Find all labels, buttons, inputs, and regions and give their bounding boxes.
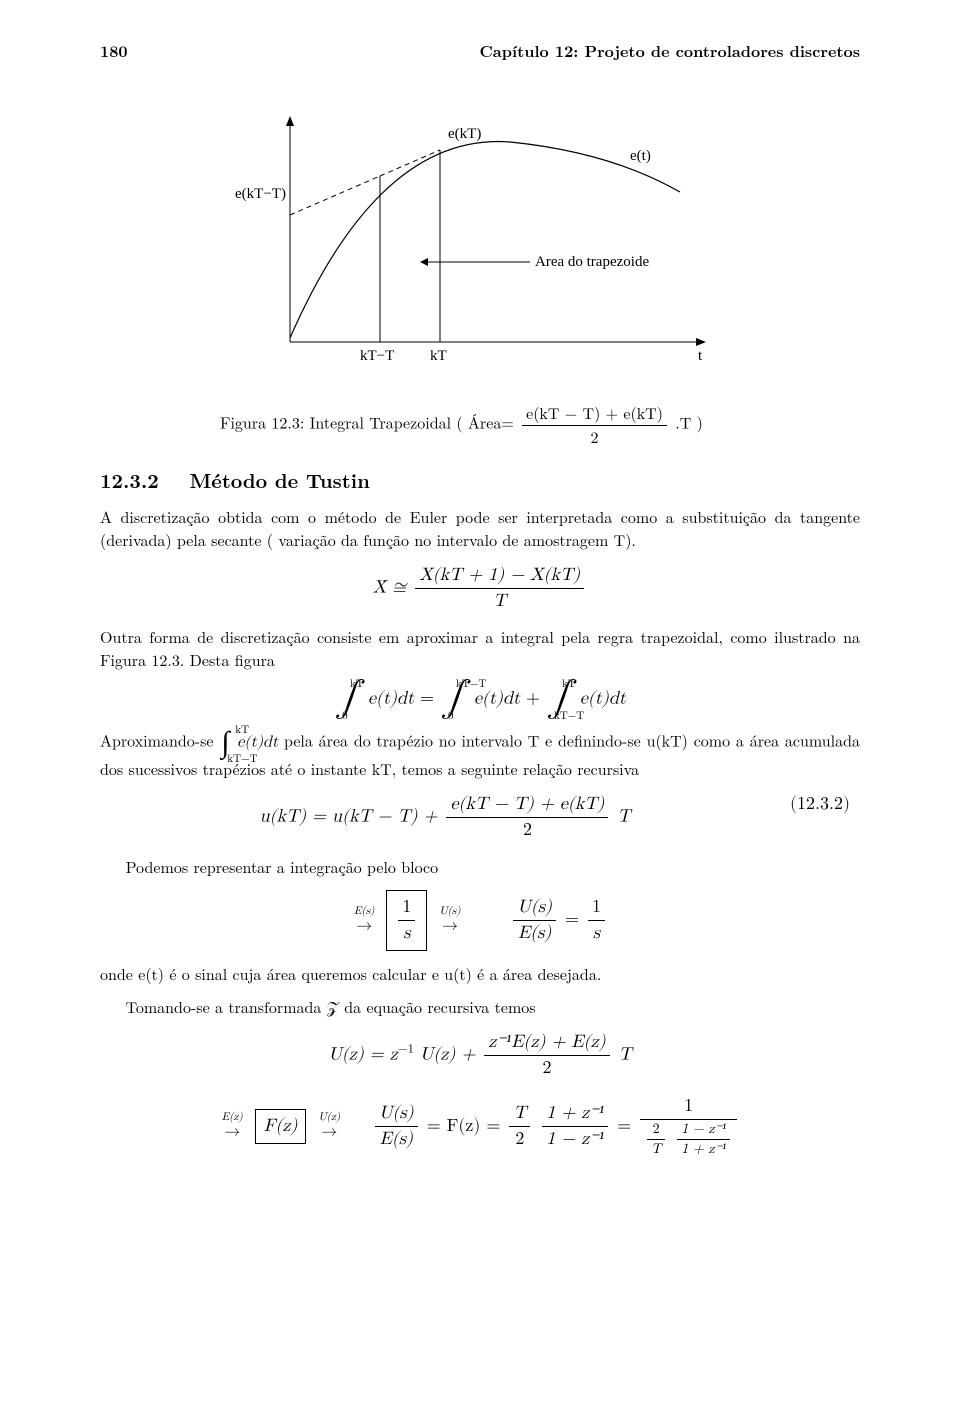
figure-caption: Figura 12.3: Integral Trapezoidal ( Área…: [220, 402, 860, 448]
paragraph-4: Podemos representar a integração pelo bl…: [100, 856, 860, 878]
paragraph-6: Tomando-se a transformada 𝒵 da equação r…: [100, 996, 860, 1018]
block-diagram-2: E(z) → F(z) U(z) → U(s) E(s) = F(z) = T …: [100, 1094, 860, 1160]
paragraph-1: A discretização obtida com o método de E…: [100, 506, 860, 551]
eq-Uz-frac: z⁻¹E(z) + E(z) 2: [484, 1030, 609, 1081]
section-heading: 12.3.2 Método de Tustin: [100, 466, 860, 494]
ratio-UE-2: U(s) E(s): [375, 1101, 418, 1152]
ratio-1s: 1 s: [588, 895, 605, 946]
page-number: 180: [100, 40, 128, 62]
eq-rec-frac: e(kT − T) + e(kT) 2: [446, 792, 608, 843]
ratio-UE: U(s) E(s): [513, 895, 556, 946]
xaxis-t: t: [698, 348, 703, 364]
eq-sign: =: [565, 911, 585, 929]
eq-Fz-eq: = F(z) =: [427, 1117, 507, 1135]
eq-xdot-frac: X(kT + 1) − X(kT) T: [415, 563, 584, 614]
figure-trapezoid: e(kT) e(kT−T) e(t) Area do trapezoide kT…: [230, 102, 730, 382]
int-equals: =: [420, 690, 440, 708]
eq-Uz-lhs: U(z) = z: [328, 1046, 397, 1064]
paragraph-5: onde e(t) é o sinal cuja área queremos c…: [100, 963, 860, 985]
arrow-out-2: U(z) →: [318, 1110, 340, 1144]
arrow-in-1: E(s) →: [354, 904, 374, 938]
paragraph-3: Aproximando-se kT ∫ kT−T e(t)dt pela áre…: [100, 728, 860, 780]
eq-rec-den: 2: [446, 818, 608, 843]
eq-number: (12.3.2): [790, 792, 850, 817]
eq-recursive: u(kT) = u(kT − T) + e(kT − T) + e(kT) 2 …: [100, 792, 860, 843]
xtick-kT: kT: [430, 348, 447, 364]
paragraph-2: Outra forma de discretização consiste em…: [100, 626, 860, 671]
caption-frac-num: e(kT − T) + e(kT): [522, 402, 667, 425]
section-number: 12.3.2: [100, 465, 159, 494]
eq-sign-2: =: [617, 1117, 637, 1135]
eq-Uz-exp: −1: [398, 1044, 414, 1056]
box-1s: 1 s: [386, 890, 427, 951]
label-area: Area do trapezoide: [535, 254, 649, 270]
ratio-T2: T 2: [509, 1101, 530, 1152]
xtick-kTmT: kT−T: [360, 348, 394, 364]
caption-frac-den: 2: [522, 426, 667, 448]
label-et: e(t): [630, 148, 651, 164]
arrow-out-1: U(s) →: [439, 904, 460, 938]
ratio-2T: 2 T: [647, 1120, 665, 1160]
int-3: kT ∫ kT−T: [548, 683, 572, 716]
eq-integral-split: kT ∫ 0 e(t)dt = kT−T ∫ 0 e(t)dt + kT ∫ k…: [100, 683, 860, 716]
eq-rec-lhs: u(kT) = u(kT − T) +: [260, 808, 444, 826]
eq-xdot-den: T: [415, 589, 584, 614]
int-3-body: e(t)dt: [580, 690, 626, 708]
eq-xdot-lhs: Ẋ ≅: [373, 579, 406, 597]
box-Fz: F(z): [255, 1109, 307, 1144]
eq-Uz: U(z) = z−1 U(z) + z⁻¹E(z) + E(z) 2 T: [100, 1030, 860, 1081]
label-ekT: e(kT): [448, 126, 481, 142]
int-plus: +: [526, 690, 546, 708]
eq-Uz-tail: T: [619, 1046, 632, 1064]
para3-a: Aproximando-se: [100, 729, 219, 752]
eq-rec-num: e(kT − T) + e(kT): [446, 792, 608, 818]
chapter-title: Capítulo 12: Projeto de controladores di…: [480, 40, 861, 62]
ratio-final: 1 2 T 1 − z⁻¹ 1 + z⁻¹: [640, 1094, 737, 1160]
eq-xdot-num: X(kT + 1) − X(kT): [415, 563, 584, 589]
int-1-body: e(t)dt: [368, 690, 414, 708]
caption-prefix: Figura 12.3: Integral Trapezoidal ( Área…: [220, 411, 519, 434]
arrow-in-2: E(z) →: [222, 1110, 243, 1144]
inline-int: kT ∫ kT−T: [221, 728, 229, 758]
eq-xdot: Ẋ ≅ X(kT + 1) − X(kT) T: [100, 563, 860, 614]
section-title: Método de Tustin: [189, 465, 369, 494]
block-diagram-1: E(s) → 1 s U(s) → U(s) E(s) = 1 s: [100, 890, 860, 951]
eq-rec-tail: T: [617, 808, 630, 826]
int-2: kT−T ∫ 0: [442, 683, 466, 716]
caption-suffix: .T ): [675, 411, 703, 434]
int-1: kT ∫ 0: [336, 683, 360, 716]
page-header: 180 Capítulo 12: Projeto de controladore…: [100, 40, 860, 62]
caption-frac: e(kT − T) + e(kT) 2: [522, 402, 667, 448]
ratio-z1: 1 + z⁻¹ 1 − z⁻¹: [542, 1101, 608, 1152]
label-ekTmT: e(kT−T): [235, 186, 286, 202]
ratio-z2: 1 − z⁻¹ 1 + z⁻¹: [677, 1120, 730, 1160]
eq-Uz-mid: U(z) +: [420, 1046, 481, 1064]
diagram-svg: e(kT) e(kT−T) e(t) Area do trapezoide kT…: [230, 102, 730, 382]
